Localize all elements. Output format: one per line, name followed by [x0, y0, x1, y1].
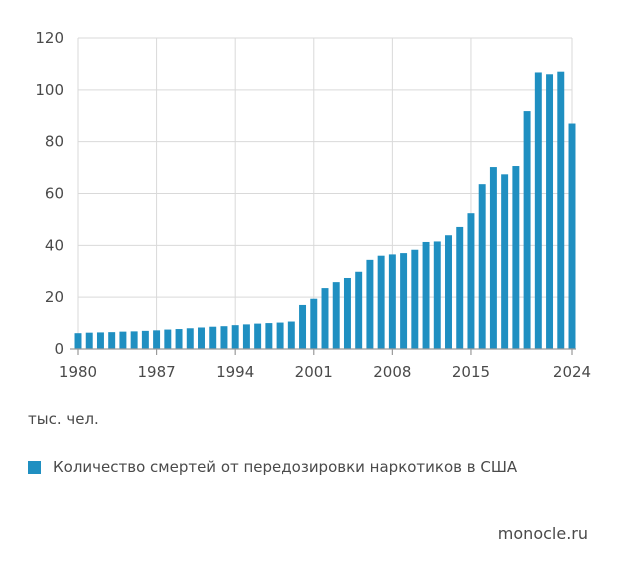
bar: [489, 167, 497, 349]
bar: [186, 328, 194, 349]
y-tick-label: 60: [45, 185, 64, 203]
bar: [108, 332, 116, 349]
y-tick-label: 100: [35, 81, 64, 99]
x-tick-label: 2001: [295, 363, 333, 381]
legend-label: Количество смертей от передозировки нарк…: [53, 458, 518, 476]
bar: [343, 277, 351, 349]
bar-chart: 1980 1987 1994 2001 2008 2015 2024 0 20 40 60 80 10…: [35, 29, 591, 381]
bar: [220, 326, 228, 349]
bar: [198, 327, 205, 349]
bar: [445, 235, 452, 349]
bar: [287, 321, 295, 349]
y-tick-label: 80: [45, 133, 64, 151]
x-tick-label: 2024: [553, 363, 591, 381]
y-tick-label: 20: [45, 288, 64, 306]
bar: [557, 71, 565, 350]
bar: [355, 271, 363, 349]
bar: [96, 332, 104, 349]
bar: [456, 226, 464, 349]
bar: [546, 74, 554, 350]
bar: [501, 174, 509, 349]
bar: [534, 72, 542, 349]
y-tick-label: 0: [54, 340, 64, 358]
bar: [265, 323, 273, 349]
bar: [141, 330, 149, 349]
legend-swatch: [28, 461, 41, 474]
bar: [175, 329, 183, 349]
y-axis: 0 20 40 60 80 100 120: [35, 29, 64, 358]
legend: Количество смертей от передозировки нарк…: [28, 456, 548, 478]
bar: [299, 304, 307, 349]
bar: [85, 332, 93, 349]
bar: [411, 249, 419, 349]
bar: [276, 322, 284, 349]
unit-label: тыс. чел.: [28, 410, 99, 428]
bar: [422, 241, 430, 349]
bar: [400, 253, 408, 349]
x-tick-label: 1994: [216, 363, 254, 381]
x-tick-label: 2008: [373, 363, 411, 381]
x-axis: 1980 1987 1994 2001 2008 2015 2024: [59, 348, 591, 381]
y-tick-label: 120: [35, 29, 64, 47]
x-tick-label: 1980: [59, 363, 97, 381]
bar: [164, 329, 172, 349]
bar: [467, 213, 475, 349]
bar: [388, 254, 396, 349]
bar: [231, 325, 239, 349]
bar: [512, 166, 520, 349]
y-tick-label: 40: [45, 236, 64, 254]
bar: [310, 298, 318, 349]
bar: [332, 282, 340, 349]
bar: [209, 326, 217, 349]
bar: [242, 324, 250, 349]
bar: [254, 323, 262, 349]
bar: [74, 333, 82, 349]
bar: [130, 331, 138, 349]
bar: [366, 259, 374, 349]
x-tick-label: 2015: [452, 363, 490, 381]
bar: [153, 330, 161, 349]
source-label: monocle.ru: [497, 524, 588, 543]
x-tick-label: 1987: [137, 363, 175, 381]
bars: [74, 71, 576, 350]
bar: [433, 241, 441, 349]
bar: [568, 123, 576, 350]
bar: [377, 255, 385, 349]
bar: [321, 288, 329, 349]
bar: [523, 111, 531, 350]
bar: [119, 331, 127, 349]
bar: [478, 184, 486, 349]
